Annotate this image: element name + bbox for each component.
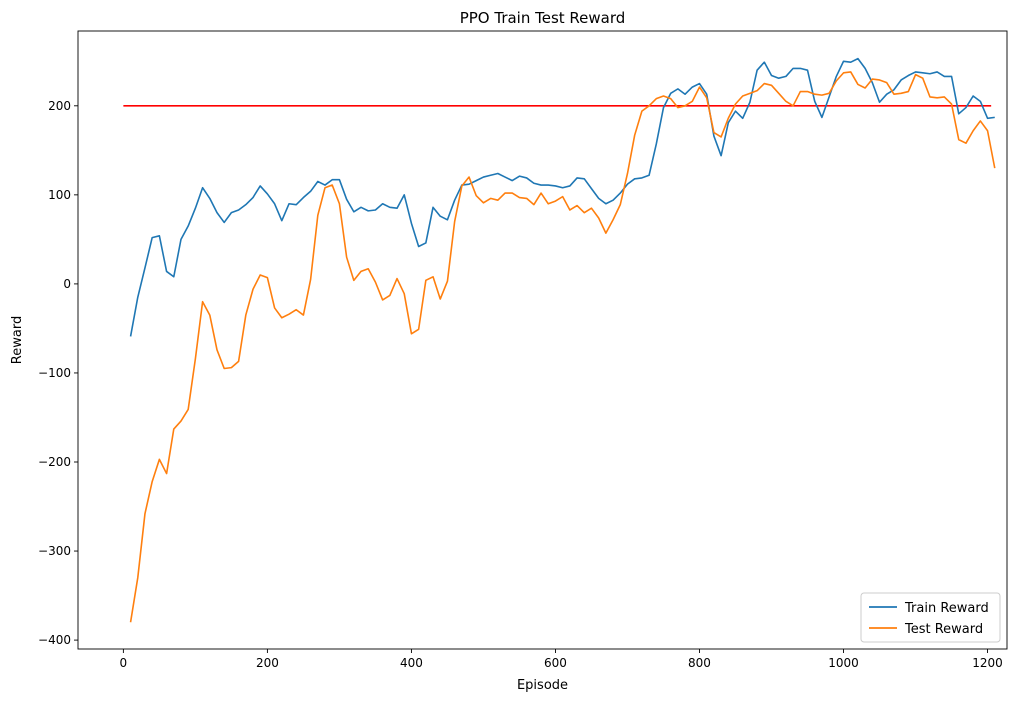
x-tick-label: 400 [400, 656, 423, 670]
x-axis-label: Episode [517, 678, 568, 693]
y-tick-label: −300 [38, 544, 71, 558]
series-line-test-reward [129, 71, 996, 623]
y-tick-label: −200 [38, 455, 71, 469]
legend-box [860, 592, 1001, 643]
y-tick-label: −400 [38, 633, 71, 647]
legend-entry-label: Test Reward [904, 622, 983, 637]
x-tick-label: 1000 [828, 656, 859, 670]
chart-title: PPO Train Test Reward [460, 9, 626, 27]
y-tick-label: −100 [38, 366, 71, 380]
y-axis-label: Reward [10, 316, 25, 364]
x-tick-label: 800 [688, 656, 711, 670]
x-tick-label: 600 [544, 656, 567, 670]
legend: Train Reward Test Reward [860, 592, 1001, 643]
y-tick-label: 200 [48, 99, 71, 113]
x-tick-label: 1200 [972, 656, 1003, 670]
y-tick-label: 0 [63, 277, 71, 291]
y-tick-label: 100 [48, 188, 71, 202]
series-line-train-reward [129, 57, 995, 337]
x-tick-label: 0 [120, 656, 128, 670]
axes-frame [77, 30, 1008, 650]
plot-area: 0 200 400 600 800 1000 1200 −400 −300 −200 −100 0 10… [38, 30, 1008, 670]
legend-entry-label: Train Reward [904, 601, 989, 616]
x-tick-label: 200 [256, 656, 279, 670]
